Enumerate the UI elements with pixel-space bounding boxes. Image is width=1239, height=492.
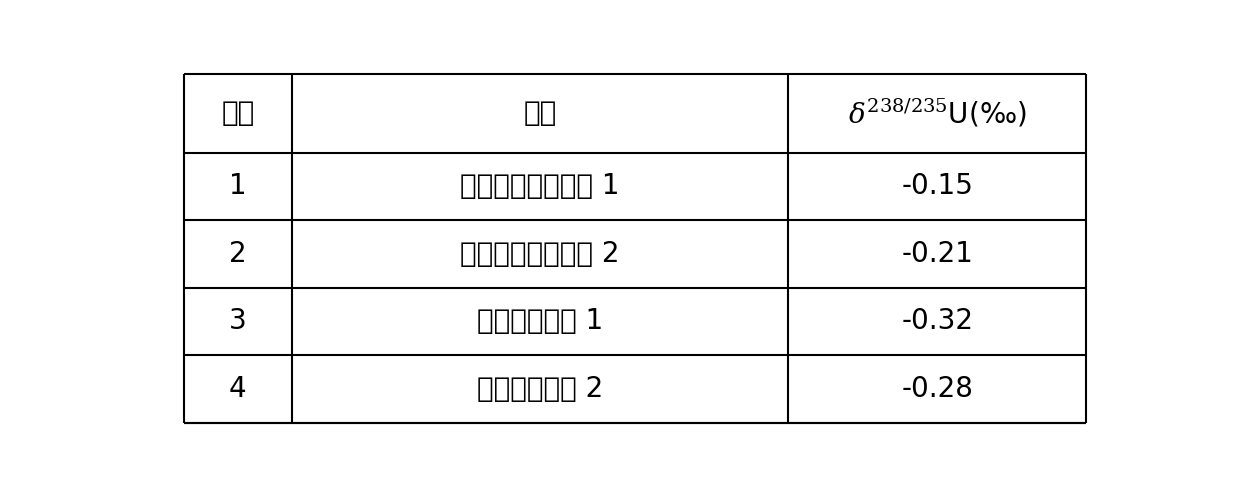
Text: 胜利油田原油 2: 胜利油田原油 2	[477, 375, 603, 403]
Text: 渤海湾陆相烃源岩 1: 渤海湾陆相烃源岩 1	[461, 172, 620, 200]
Text: 序号: 序号	[222, 99, 254, 127]
Text: 胜利油田原油 1: 胜利油田原油 1	[477, 308, 603, 336]
Text: 样品: 样品	[524, 99, 556, 127]
Text: -0.15: -0.15	[902, 172, 974, 200]
Text: $\delta^{238/235}$U(‰): $\delta^{238/235}$U(‰)	[847, 97, 1027, 129]
Text: 2: 2	[229, 240, 247, 268]
Text: -0.28: -0.28	[902, 375, 974, 403]
Text: 渤海湾陆相烃源岩 2: 渤海湾陆相烃源岩 2	[461, 240, 620, 268]
Text: 1: 1	[229, 172, 247, 200]
Text: 3: 3	[229, 308, 247, 336]
Text: -0.32: -0.32	[901, 308, 974, 336]
Text: 4: 4	[229, 375, 247, 403]
Text: -0.21: -0.21	[902, 240, 974, 268]
